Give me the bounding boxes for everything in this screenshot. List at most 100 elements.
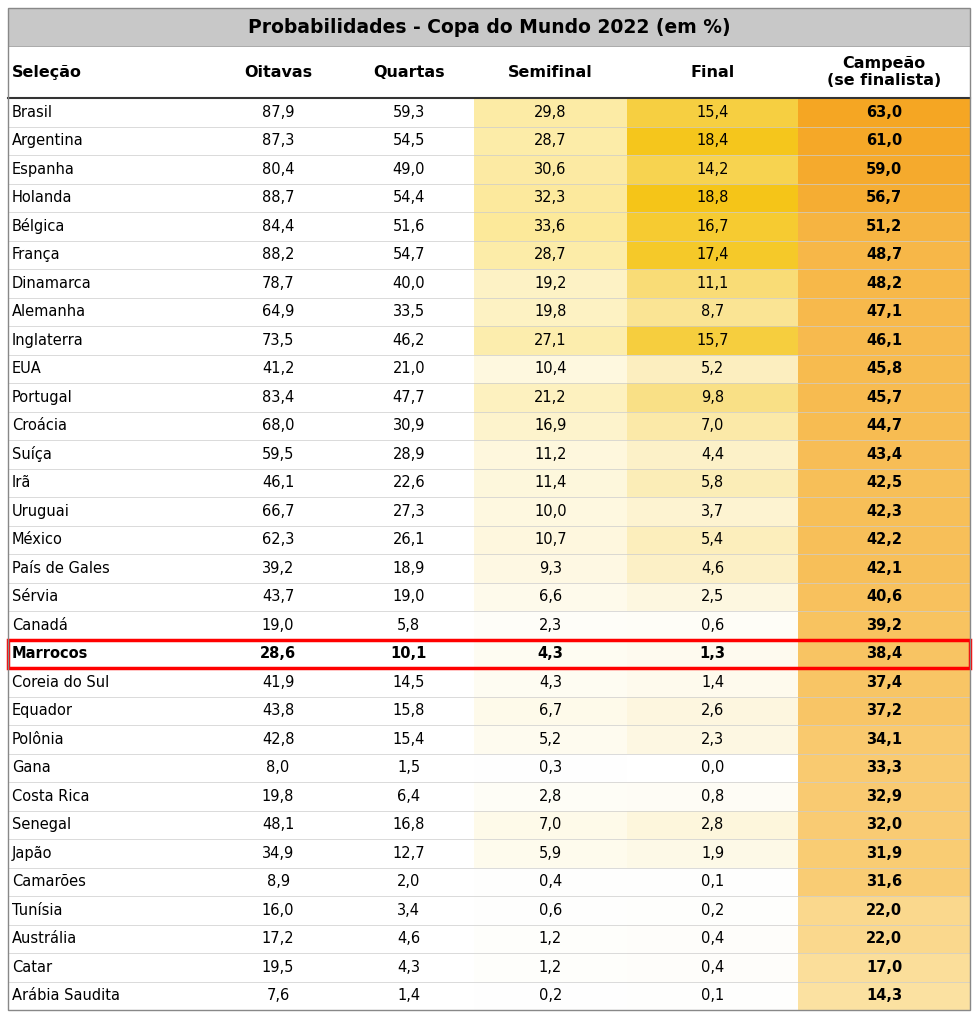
Bar bbox=[8, 981, 969, 1010]
Bar bbox=[8, 810, 969, 839]
Text: 0,4: 0,4 bbox=[538, 874, 562, 890]
Bar bbox=[8, 839, 969, 867]
Text: 3,7: 3,7 bbox=[701, 504, 723, 519]
Text: 3,4: 3,4 bbox=[397, 903, 420, 918]
Bar bbox=[474, 98, 626, 126]
Bar bbox=[8, 411, 969, 440]
Text: EUA: EUA bbox=[12, 361, 42, 377]
Text: 2,3: 2,3 bbox=[701, 732, 723, 747]
Bar bbox=[8, 126, 969, 155]
Bar bbox=[626, 953, 797, 981]
Bar bbox=[474, 867, 626, 896]
Text: 47,7: 47,7 bbox=[392, 390, 425, 405]
Text: 87,3: 87,3 bbox=[262, 133, 294, 149]
Text: 84,4: 84,4 bbox=[262, 219, 294, 234]
Bar bbox=[797, 981, 969, 1010]
Bar bbox=[474, 183, 626, 212]
Bar bbox=[797, 468, 969, 497]
Text: 39,2: 39,2 bbox=[262, 561, 294, 576]
Text: Canadá: Canadá bbox=[12, 618, 67, 633]
Text: 31,9: 31,9 bbox=[866, 846, 902, 861]
Text: 0,1: 0,1 bbox=[701, 988, 724, 1004]
Text: 6,4: 6,4 bbox=[397, 789, 420, 804]
Text: 49,0: 49,0 bbox=[392, 162, 425, 177]
Text: 16,9: 16,9 bbox=[533, 418, 566, 434]
Text: 1,4: 1,4 bbox=[397, 988, 420, 1004]
Text: 8,0: 8,0 bbox=[266, 760, 289, 776]
Text: 29,8: 29,8 bbox=[533, 105, 566, 120]
Text: 48,7: 48,7 bbox=[866, 247, 902, 263]
Bar bbox=[797, 611, 969, 639]
Text: 4,3: 4,3 bbox=[538, 675, 562, 690]
Bar bbox=[626, 753, 797, 782]
Bar bbox=[8, 354, 969, 383]
Text: 1,4: 1,4 bbox=[701, 675, 723, 690]
Text: 5,8: 5,8 bbox=[397, 618, 420, 633]
Text: 28,6: 28,6 bbox=[260, 646, 296, 662]
Bar bbox=[797, 269, 969, 297]
Text: 59,3: 59,3 bbox=[392, 105, 424, 120]
Bar bbox=[626, 668, 797, 696]
Text: 19,2: 19,2 bbox=[533, 276, 566, 291]
Bar bbox=[797, 668, 969, 696]
Text: 0,2: 0,2 bbox=[701, 903, 724, 918]
Text: 4,6: 4,6 bbox=[701, 561, 723, 576]
Bar bbox=[626, 212, 797, 240]
Text: 2,8: 2,8 bbox=[538, 789, 562, 804]
Text: 0,8: 0,8 bbox=[701, 789, 724, 804]
Text: 87,9: 87,9 bbox=[262, 105, 294, 120]
Bar bbox=[8, 611, 969, 639]
Bar bbox=[626, 525, 797, 554]
Text: 2,5: 2,5 bbox=[701, 589, 724, 605]
Text: Inglaterra: Inglaterra bbox=[12, 333, 84, 348]
Text: Uruguai: Uruguai bbox=[12, 504, 69, 519]
Text: 22,6: 22,6 bbox=[392, 475, 425, 491]
Text: 27,1: 27,1 bbox=[533, 333, 567, 348]
Text: 73,5: 73,5 bbox=[262, 333, 294, 348]
Text: 7,0: 7,0 bbox=[701, 418, 724, 434]
Text: 2,6: 2,6 bbox=[701, 703, 724, 719]
Bar bbox=[626, 611, 797, 639]
Bar bbox=[474, 383, 626, 411]
Bar bbox=[626, 810, 797, 839]
Text: 28,7: 28,7 bbox=[533, 133, 567, 149]
Text: 78,7: 78,7 bbox=[262, 276, 294, 291]
Text: 17,2: 17,2 bbox=[262, 931, 294, 947]
Text: 10,0: 10,0 bbox=[533, 504, 567, 519]
Text: 21,2: 21,2 bbox=[533, 390, 567, 405]
Bar bbox=[797, 867, 969, 896]
Text: 0,1: 0,1 bbox=[701, 874, 724, 890]
Bar bbox=[474, 411, 626, 440]
Text: 15,4: 15,4 bbox=[392, 732, 424, 747]
Bar bbox=[8, 867, 969, 896]
Text: 16,8: 16,8 bbox=[392, 817, 424, 833]
Text: 10,1: 10,1 bbox=[390, 646, 427, 662]
Bar bbox=[8, 696, 969, 725]
Text: 6,7: 6,7 bbox=[538, 703, 562, 719]
Bar bbox=[797, 240, 969, 269]
Text: 30,6: 30,6 bbox=[533, 162, 566, 177]
Text: 37,2: 37,2 bbox=[866, 703, 902, 719]
Text: 38,4: 38,4 bbox=[866, 646, 902, 662]
Bar bbox=[474, 297, 626, 326]
Text: Sérvia: Sérvia bbox=[12, 589, 59, 605]
Text: 42,2: 42,2 bbox=[866, 532, 902, 548]
Bar bbox=[8, 8, 969, 46]
Text: 48,2: 48,2 bbox=[866, 276, 902, 291]
Bar bbox=[626, 725, 797, 753]
Text: 14,2: 14,2 bbox=[696, 162, 728, 177]
Text: Campeão
(se finalista): Campeão (se finalista) bbox=[827, 56, 941, 89]
Bar bbox=[8, 269, 969, 297]
Text: 22,0: 22,0 bbox=[866, 903, 902, 918]
Bar bbox=[626, 240, 797, 269]
Text: 11,4: 11,4 bbox=[533, 475, 566, 491]
Bar bbox=[626, 126, 797, 155]
Bar bbox=[797, 98, 969, 126]
Bar bbox=[474, 953, 626, 981]
Text: Final: Final bbox=[690, 64, 734, 79]
Bar bbox=[797, 639, 969, 668]
Bar bbox=[8, 782, 969, 810]
Bar bbox=[474, 240, 626, 269]
Bar bbox=[474, 924, 626, 953]
Text: 88,2: 88,2 bbox=[262, 247, 294, 263]
